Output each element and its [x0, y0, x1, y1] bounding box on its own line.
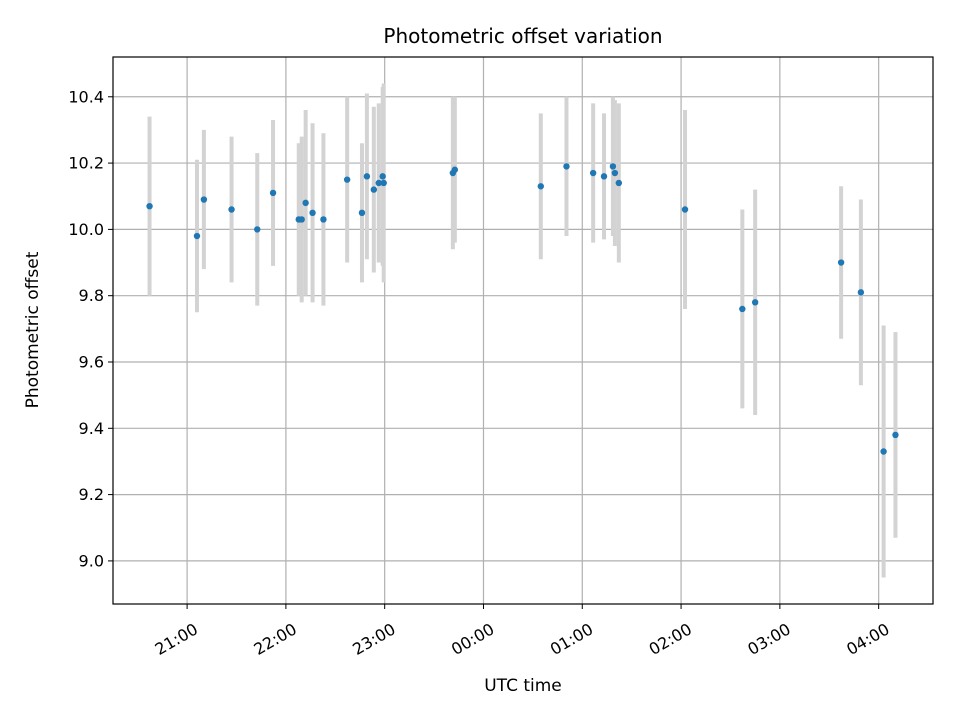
- data-point: [880, 448, 887, 455]
- data-point: [375, 179, 382, 187]
- data-point: [892, 431, 899, 439]
- y-axis-label: Photometric offset: [23, 251, 43, 408]
- y-tick-label: 10.0: [68, 220, 104, 239]
- data-point: [269, 189, 277, 197]
- y-tick-label: 9.4: [79, 419, 104, 438]
- data-point: [309, 209, 316, 217]
- y-tick-label: 9.2: [79, 485, 104, 504]
- y-axis-ticks: 9.0 9.2 9.4 9.6 9.8 10.0 10.2 10.4: [68, 87, 113, 570]
- data-point: [600, 173, 608, 180]
- chart-title: Photometric offset variation: [383, 24, 662, 48]
- data-point: [451, 166, 459, 173]
- data-point: [343, 176, 351, 183]
- data-point: [254, 226, 261, 233]
- data-point: [302, 199, 309, 207]
- data-point: [200, 196, 208, 203]
- grid: [113, 57, 933, 604]
- plot-frame: [112, 56, 934, 605]
- y-tick-label: 9.0: [79, 551, 104, 570]
- data-point: [609, 163, 617, 170]
- data-point: [298, 216, 305, 223]
- y-tick-label: 10.2: [68, 154, 104, 173]
- data-point: [363, 173, 371, 180]
- data-point: [380, 179, 387, 187]
- data-point: [146, 202, 153, 210]
- data-point: [537, 183, 544, 190]
- data-point: [611, 169, 619, 177]
- y-tick-label: 9.8: [79, 286, 104, 305]
- data-point: [379, 173, 386, 180]
- data-point: [681, 206, 689, 213]
- data-point: [615, 179, 623, 187]
- data-point: [358, 209, 366, 217]
- data-point: [857, 289, 865, 296]
- data-point: [837, 259, 845, 266]
- data-point: [193, 232, 201, 240]
- data-point: [370, 186, 378, 193]
- y-tick-label: 9.6: [79, 352, 104, 371]
- data-points: [146, 163, 899, 455]
- data-point: [739, 305, 746, 313]
- data-point: [320, 216, 327, 223]
- data-point: [228, 206, 235, 213]
- data-point: [589, 169, 597, 177]
- y-tick-label: 10.4: [68, 87, 104, 106]
- data-point: [563, 163, 570, 170]
- x-axis-label: UTC time: [484, 676, 562, 696]
- data-point: [751, 299, 759, 306]
